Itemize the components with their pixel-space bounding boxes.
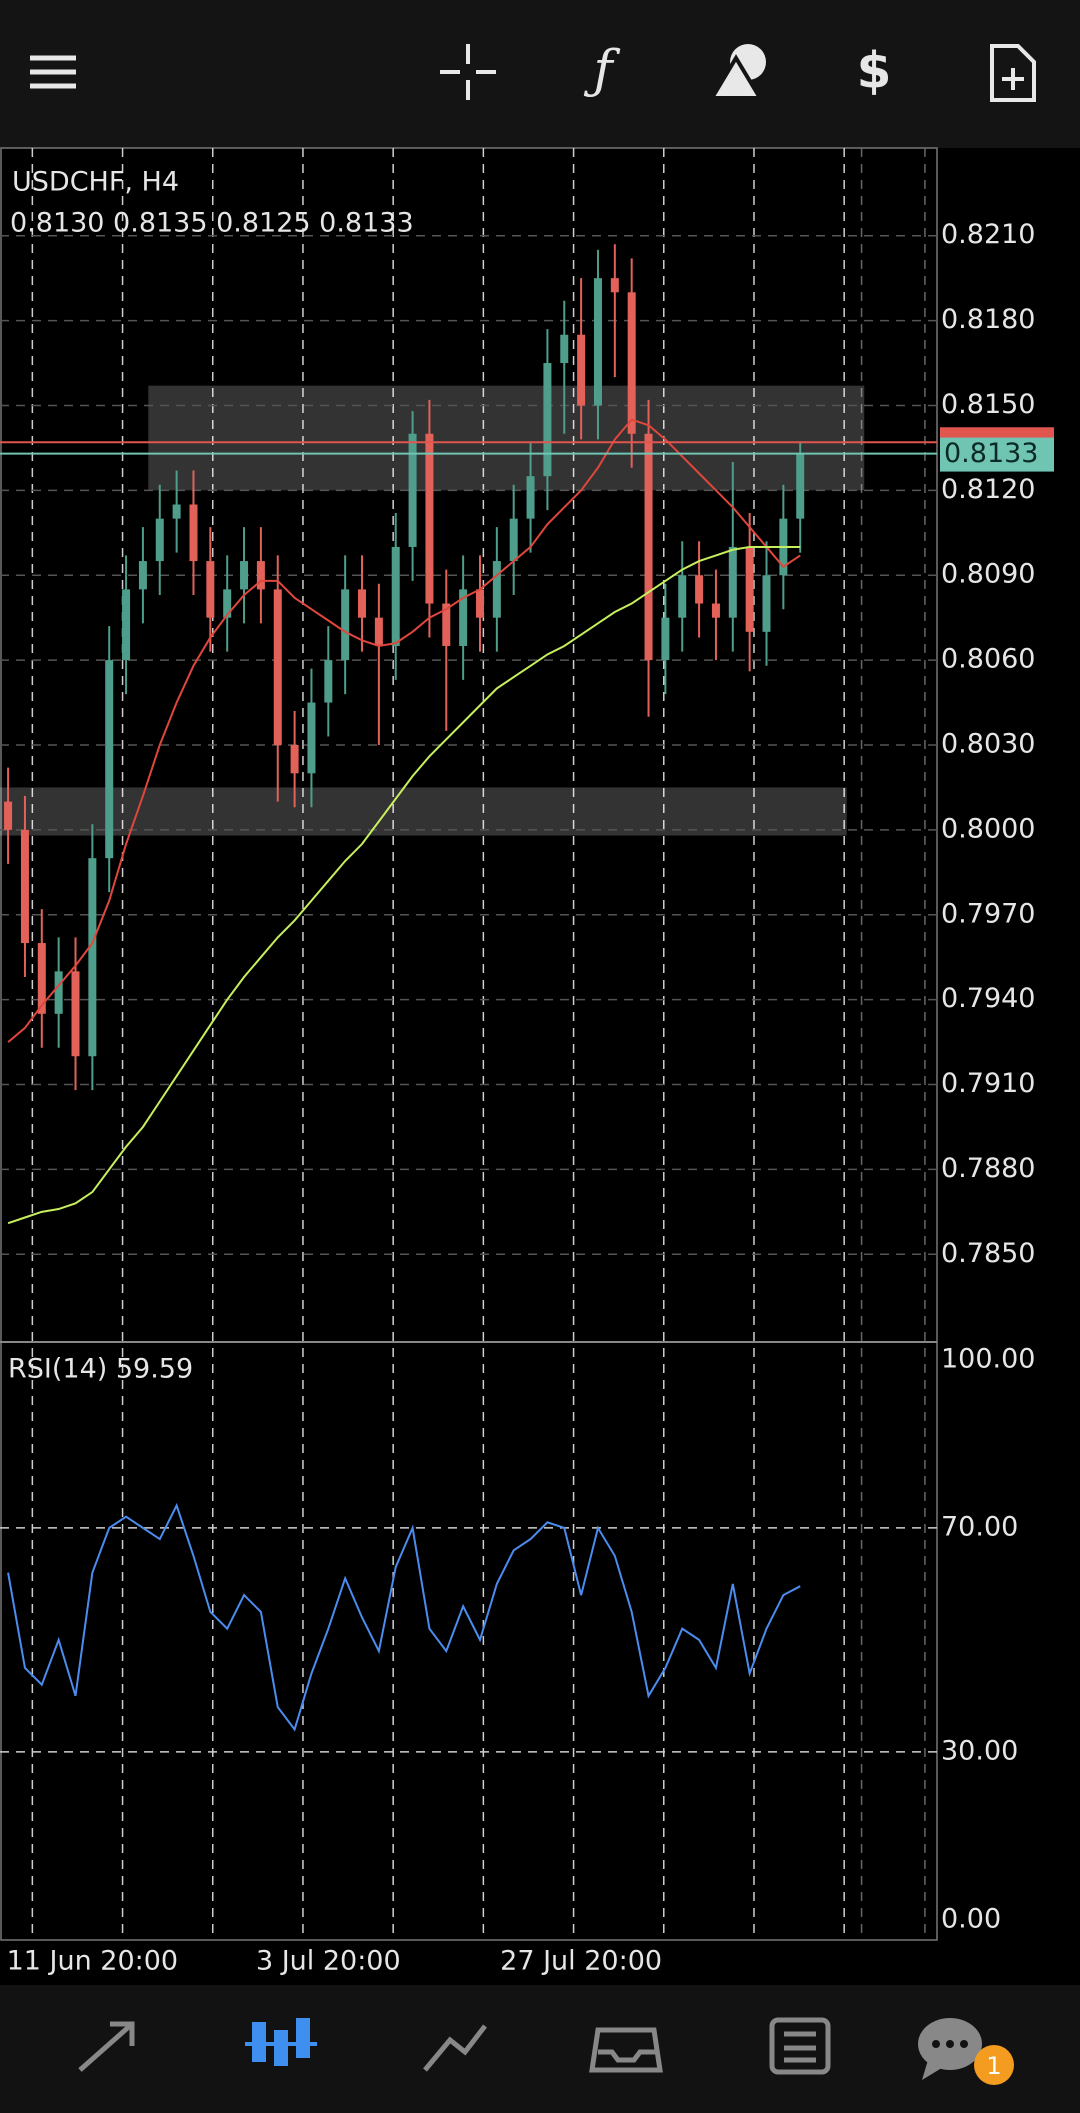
- symbol-title: USDCHF, H4: [12, 167, 179, 198]
- rsi-line: [7, 1502, 801, 1732]
- y-tick-label: 0.7880: [941, 1153, 1035, 1184]
- y-tick-label: 0.8060: [941, 644, 1035, 675]
- candle-body: [4, 801, 13, 830]
- candle-body: [695, 575, 704, 604]
- candle-body: [223, 589, 232, 618]
- y-tick-label: 100.00: [941, 1343, 1035, 1374]
- candle-body: [577, 334, 586, 406]
- candle-body: [745, 546, 754, 632]
- candle-body: [509, 518, 518, 562]
- candle-body: [71, 971, 80, 1057]
- price-marker: [940, 437, 1054, 472]
- messages-tab[interactable]: [918, 2018, 982, 2080]
- candle-body: [560, 334, 569, 364]
- candle-body: [475, 589, 484, 618]
- price-zone: [148, 385, 865, 491]
- candle-body: [678, 575, 687, 618]
- candle-body: [138, 561, 147, 590]
- y-tick-label: 0.8120: [941, 474, 1035, 505]
- trade-tab[interactable]: [423, 2024, 487, 2072]
- candle-body: [54, 971, 63, 1014]
- candle-body: [661, 617, 670, 661]
- candle-body: [543, 363, 552, 477]
- candle-body: [105, 660, 114, 859]
- objects-button[interactable]: [708, 44, 766, 100]
- candle-body: [290, 745, 299, 774]
- x-tick-label: 11 Jun 20:00: [7, 1946, 179, 1977]
- candle-body: [374, 617, 383, 646]
- candle-body: [442, 603, 451, 646]
- y-tick-label: 0.8090: [941, 559, 1035, 590]
- ohlc-readout: 0.8130 0.8135 0.8125 0.8133: [10, 208, 414, 239]
- y-tick-label: 0.7940: [941, 983, 1035, 1014]
- chart-tab[interactable]: [245, 2018, 317, 2066]
- candle-body: [122, 589, 131, 661]
- toolbar: [0, 0, 1080, 148]
- badge: [974, 2045, 1014, 2085]
- candle-body: [307, 702, 316, 774]
- y-tick-label: 30.00: [941, 1735, 1018, 1766]
- candle-body: [762, 575, 771, 632]
- chart-frame: [0, 147, 938, 1941]
- candle-body: [728, 546, 737, 618]
- candle-body: [408, 433, 417, 547]
- price-zone: [0, 787, 847, 836]
- candle-body: [240, 561, 249, 590]
- new-order-button[interactable]: [990, 44, 1036, 102]
- candle-body: [425, 433, 434, 604]
- candle-body: [172, 504, 181, 519]
- history-tab[interactable]: [589, 2027, 663, 2073]
- crosshair-button[interactable]: [440, 44, 496, 100]
- time-grid: [31, 148, 926, 1940]
- x-tick-label: 27 Jul 20:00: [500, 1946, 662, 1977]
- trade-button[interactable]: $: [857, 42, 892, 100]
- y-tick-label: 0.8210: [941, 219, 1035, 250]
- y-tick-label: 0.7970: [941, 898, 1035, 929]
- badge-count: 1: [986, 2052, 1001, 2080]
- candle-body: [459, 589, 468, 646]
- candle-body: [711, 603, 720, 618]
- y-tick-label: 0.8000: [941, 813, 1035, 844]
- current-price-label: 0.8133: [944, 438, 1038, 469]
- y-tick-label: 0.7850: [941, 1238, 1035, 1269]
- y-tick-label: 70.00: [941, 1511, 1018, 1542]
- candle-body: [155, 518, 164, 562]
- candle-body: [627, 292, 636, 434]
- candle-body: [593, 278, 602, 406]
- candle-body: [644, 433, 653, 661]
- y-tick-label: 0.7910: [941, 1068, 1035, 1099]
- candle-body: [341, 589, 350, 661]
- candle-body: [206, 561, 215, 618]
- x-tick-label: 3 Jul 20:00: [256, 1946, 401, 1977]
- menu-button[interactable]: [30, 55, 76, 89]
- candle-body: [391, 546, 400, 646]
- moving-average: [7, 545, 801, 1225]
- candle-body: [37, 943, 46, 1014]
- candle-body: [324, 660, 333, 703]
- plot: 0.8210 0.8180 0.8150 0.8120 0.8090 0.8060 0.80…: [0, 219, 1054, 1977]
- y-tick-label: 0.8180: [941, 304, 1035, 335]
- candle-body: [189, 504, 198, 562]
- candle-body: [256, 561, 265, 590]
- quotes-tab[interactable]: [78, 2021, 135, 2072]
- candle-body: [610, 278, 619, 293]
- y-tick-label: 0.8030: [941, 729, 1035, 760]
- candle-body: [526, 476, 535, 519]
- candle-body: [20, 829, 29, 944]
- candle-body: [273, 589, 282, 745]
- news-tab[interactable]: [769, 2017, 831, 2075]
- candle-body: [796, 453, 805, 519]
- rsi-title: RSI(14) 59.59: [8, 1354, 193, 1385]
- candle-body: [88, 858, 97, 1057]
- candle-body: [358, 589, 367, 618]
- y-tick-label: 0.8150: [941, 389, 1035, 420]
- y-tick-label: 0.00: [941, 1903, 1001, 1934]
- bottom-nav: [0, 1985, 1080, 2113]
- candle-body: [492, 561, 501, 618]
- moving-average: [7, 418, 801, 1043]
